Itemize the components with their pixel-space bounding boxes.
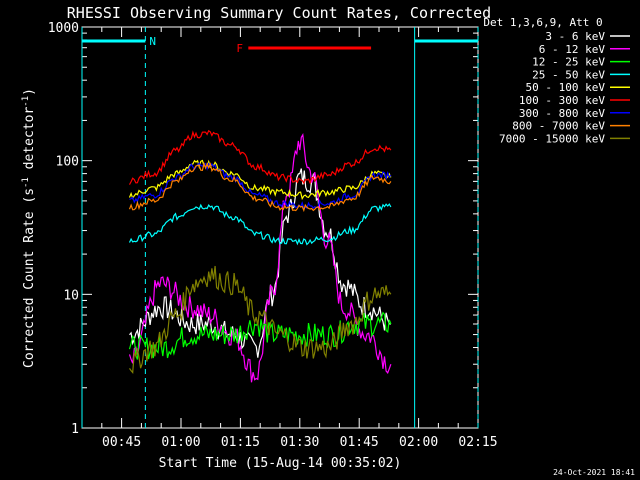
x-tick-label: 01:30 bbox=[280, 435, 319, 450]
series-line bbox=[128, 203, 392, 246]
legend-header: Det 1,3,6,9, Att 0 bbox=[483, 16, 602, 29]
series-line bbox=[128, 161, 392, 213]
x-tick-label: 02:00 bbox=[399, 435, 438, 450]
y-axis-label-main: Corrected Count Rate (s bbox=[22, 188, 37, 368]
legend-label: 100 - 300 keV bbox=[519, 94, 605, 107]
chart-title: RHESSI Observing Summary Count Rates, Co… bbox=[67, 4, 491, 22]
legend-label: 800 - 7000 keV bbox=[512, 120, 605, 133]
y-tick-label: 10 bbox=[63, 288, 79, 303]
footer-timestamp: 24-Oct-2021 18:41 bbox=[553, 468, 635, 477]
legend-label: 12 - 25 keV bbox=[532, 56, 605, 69]
series-line bbox=[129, 265, 392, 375]
x-tick-label: 01:00 bbox=[161, 435, 200, 450]
y-axis: 1 10 100 1000 bbox=[48, 21, 478, 437]
y-axis-label: Corrected Count Rate (s-1 detector-1) bbox=[21, 88, 37, 368]
x-axis-label: Start Time (15-Aug-14 00:35:02) bbox=[159, 456, 402, 471]
legend-label: 25 - 50 keV bbox=[532, 68, 605, 81]
y-tick-label: 1000 bbox=[48, 21, 79, 36]
series-line bbox=[128, 311, 392, 360]
x-tick-label: 01:15 bbox=[221, 435, 260, 450]
x-tick-label: 02:15 bbox=[458, 435, 497, 450]
series-line bbox=[128, 129, 392, 185]
legend-label: 6 - 12 keV bbox=[539, 43, 606, 56]
x-tick-label: 01:45 bbox=[340, 435, 379, 450]
x-axis: 00:45 01:00 01:15 01:30 01:45 02:00 02:15 bbox=[81, 27, 498, 450]
y-axis-label-sup1: -1 bbox=[21, 177, 31, 188]
annotations: NF bbox=[81, 27, 479, 428]
series-line bbox=[128, 159, 392, 201]
night-label: N bbox=[149, 35, 156, 48]
y-tick-label: 100 bbox=[56, 155, 79, 170]
legend-label: 7000 - 15000 keV bbox=[499, 132, 605, 145]
series-line bbox=[129, 162, 392, 210]
series-group bbox=[128, 129, 392, 383]
y-axis-label-end: ) bbox=[22, 88, 37, 96]
x-tick-label: 00:45 bbox=[102, 435, 141, 450]
legend-label: 50 - 100 keV bbox=[526, 81, 606, 94]
legend-label: 300 - 800 keV bbox=[519, 107, 605, 120]
plot-frame bbox=[81, 26, 479, 429]
flare-label: F bbox=[236, 42, 243, 55]
y-axis-label-sup2: -1 bbox=[21, 96, 31, 107]
series-line bbox=[128, 132, 392, 383]
y-tick-label: 1 bbox=[71, 422, 79, 437]
y-axis-label-mid: detector bbox=[22, 107, 37, 178]
legend-label: 3 - 6 keV bbox=[545, 30, 605, 43]
